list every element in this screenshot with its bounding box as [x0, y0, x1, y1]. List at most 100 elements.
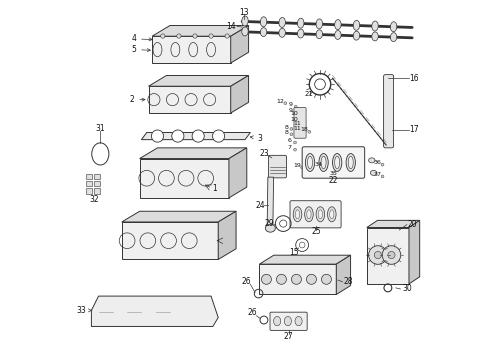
- Ellipse shape: [307, 210, 311, 219]
- Circle shape: [381, 175, 384, 178]
- Polygon shape: [409, 220, 419, 284]
- Ellipse shape: [316, 30, 322, 39]
- Text: 25: 25: [312, 227, 321, 236]
- Circle shape: [338, 174, 341, 177]
- Circle shape: [301, 166, 304, 169]
- Circle shape: [177, 34, 181, 38]
- Polygon shape: [152, 26, 248, 36]
- Text: 35: 35: [330, 171, 338, 176]
- Bar: [94, 181, 100, 186]
- Text: 37: 37: [373, 172, 381, 177]
- Ellipse shape: [260, 17, 267, 27]
- Ellipse shape: [333, 154, 342, 171]
- Circle shape: [172, 130, 184, 142]
- Text: 26: 26: [247, 309, 257, 318]
- FancyBboxPatch shape: [270, 312, 307, 330]
- Text: 27: 27: [284, 332, 294, 341]
- Text: 10: 10: [291, 117, 298, 122]
- Circle shape: [213, 130, 224, 142]
- FancyBboxPatch shape: [384, 75, 393, 148]
- Bar: [94, 174, 100, 179]
- Polygon shape: [231, 26, 248, 63]
- Ellipse shape: [316, 19, 322, 29]
- Ellipse shape: [335, 156, 340, 169]
- FancyBboxPatch shape: [269, 156, 287, 178]
- Circle shape: [294, 148, 296, 151]
- Circle shape: [151, 130, 164, 142]
- Ellipse shape: [295, 316, 302, 326]
- Circle shape: [298, 114, 301, 117]
- Circle shape: [388, 251, 395, 258]
- Polygon shape: [148, 76, 248, 86]
- Circle shape: [308, 130, 311, 133]
- Polygon shape: [260, 255, 350, 264]
- Text: 18: 18: [300, 127, 308, 132]
- Bar: [86, 174, 93, 179]
- Ellipse shape: [391, 22, 397, 32]
- Text: 2: 2: [129, 95, 145, 104]
- Text: 9: 9: [289, 103, 293, 108]
- Text: 8: 8: [284, 125, 288, 130]
- Circle shape: [290, 133, 293, 136]
- Circle shape: [294, 111, 297, 113]
- Polygon shape: [229, 148, 247, 198]
- Text: 32: 32: [89, 195, 98, 204]
- Ellipse shape: [284, 316, 292, 326]
- Ellipse shape: [279, 28, 285, 37]
- Ellipse shape: [346, 154, 355, 171]
- Ellipse shape: [242, 16, 248, 26]
- Polygon shape: [142, 132, 250, 140]
- Ellipse shape: [279, 18, 285, 27]
- Ellipse shape: [321, 156, 326, 169]
- Ellipse shape: [242, 27, 248, 36]
- Polygon shape: [367, 220, 419, 228]
- Text: 4: 4: [131, 35, 152, 44]
- Polygon shape: [122, 222, 218, 260]
- Ellipse shape: [348, 156, 353, 169]
- Ellipse shape: [372, 32, 378, 41]
- Ellipse shape: [297, 18, 304, 28]
- Polygon shape: [148, 86, 231, 113]
- Circle shape: [382, 246, 401, 264]
- Text: 7: 7: [288, 145, 292, 150]
- Polygon shape: [140, 148, 247, 158]
- Text: 11: 11: [293, 121, 301, 126]
- Text: 29: 29: [264, 219, 274, 228]
- Circle shape: [368, 246, 387, 264]
- Polygon shape: [260, 264, 336, 294]
- Polygon shape: [152, 36, 231, 63]
- Text: 1: 1: [212, 184, 217, 193]
- FancyBboxPatch shape: [294, 108, 306, 138]
- Circle shape: [298, 120, 301, 122]
- Ellipse shape: [266, 224, 275, 232]
- Ellipse shape: [297, 29, 304, 38]
- Text: 14: 14: [226, 22, 236, 31]
- Circle shape: [292, 274, 301, 284]
- Text: 24: 24: [255, 201, 265, 210]
- Ellipse shape: [368, 158, 375, 163]
- Text: 19: 19: [293, 163, 301, 168]
- FancyBboxPatch shape: [290, 201, 341, 228]
- Ellipse shape: [330, 210, 334, 219]
- Ellipse shape: [305, 154, 315, 171]
- Ellipse shape: [335, 31, 341, 40]
- Circle shape: [192, 130, 204, 142]
- Text: 8: 8: [284, 130, 288, 135]
- Circle shape: [161, 34, 165, 38]
- Text: 17: 17: [409, 126, 419, 135]
- Text: 5: 5: [131, 45, 150, 54]
- Ellipse shape: [316, 207, 325, 222]
- Circle shape: [301, 124, 304, 127]
- Text: 10: 10: [291, 111, 298, 116]
- Polygon shape: [267, 177, 273, 228]
- Ellipse shape: [370, 170, 377, 175]
- Text: 13: 13: [239, 8, 249, 17]
- Circle shape: [374, 251, 381, 258]
- Circle shape: [284, 102, 287, 105]
- Circle shape: [294, 141, 296, 144]
- Text: 30: 30: [402, 284, 412, 293]
- Ellipse shape: [335, 167, 342, 172]
- Text: 23: 23: [259, 149, 269, 158]
- Ellipse shape: [335, 19, 341, 30]
- Ellipse shape: [308, 156, 313, 169]
